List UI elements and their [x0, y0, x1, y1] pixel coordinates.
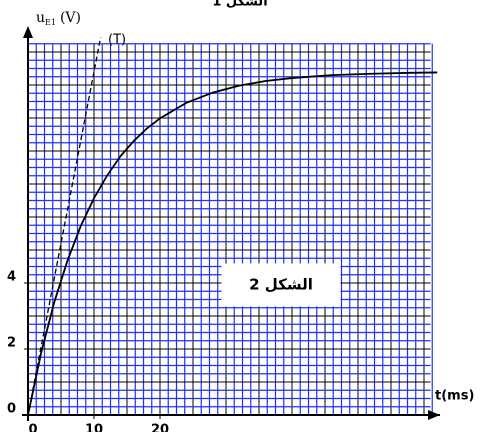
y-axis-arrow [23, 26, 33, 38]
x-tick-label: 20 [151, 423, 169, 432]
x-axis-arrow [428, 410, 440, 420]
figure-label: الشكل 2 [249, 276, 313, 294]
data-line [27, 71, 438, 416]
y-label-subscript: E1 [45, 18, 56, 27]
x-axis-label: t(ms) [435, 389, 474, 404]
tangent-line [27, 37, 102, 416]
y-label-symbol: u [36, 10, 45, 26]
x-tick-label: 10 [85, 423, 103, 432]
tangent-label: (T) [108, 33, 126, 48]
y-label-unit: (V) [60, 10, 81, 26]
x-tick-label: 0 [28, 423, 37, 432]
chart-title: الشكل 1 [212, 0, 267, 10]
y-axis-label: uE1 (V) [36, 10, 81, 27]
y-tick-label: 0 [7, 402, 16, 417]
figure-box [221, 263, 341, 307]
y-tick-label: 2 [7, 336, 16, 351]
y-tick-label: 4 [7, 270, 16, 285]
